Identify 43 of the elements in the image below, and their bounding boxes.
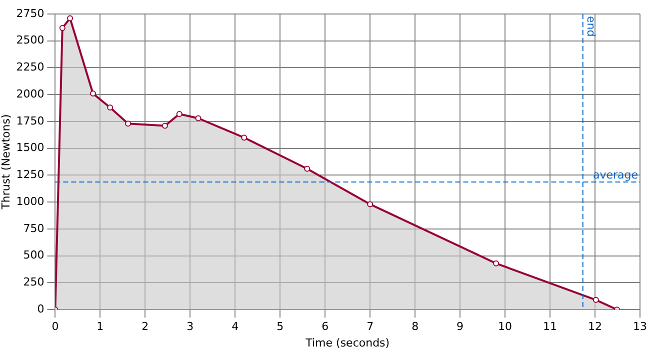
point bbox=[107, 104, 114, 111]
x-tick-label: 5 bbox=[276, 320, 284, 334]
point bbox=[176, 110, 182, 117]
point bbox=[59, 24, 66, 31]
point bbox=[67, 15, 74, 22]
x-tick-label: 3 bbox=[186, 320, 194, 334]
ref-line-label: average bbox=[592, 168, 638, 182]
point bbox=[367, 201, 374, 208]
point bbox=[125, 120, 132, 127]
x-tick-label: 0 bbox=[52, 320, 59, 334]
point bbox=[90, 90, 96, 97]
y-axis-title: Thrust (Newtons) bbox=[0, 114, 12, 210]
y-tick-label: 1750 bbox=[16, 114, 44, 128]
y-tick-label: 1500 bbox=[16, 141, 44, 154]
y-tick-label: 2750 bbox=[16, 6, 44, 20]
point bbox=[493, 260, 500, 266]
y-tick-label: 1000 bbox=[16, 194, 44, 208]
y-tick-label: 2500 bbox=[16, 34, 44, 47]
x-tick-label: 6 bbox=[322, 320, 329, 334]
y-tick-label: 2000 bbox=[16, 87, 44, 100]
y-tick-label: 750 bbox=[23, 222, 44, 235]
ref-line-label: end bbox=[584, 16, 598, 37]
y-tick-label: 250 bbox=[23, 276, 44, 289]
point bbox=[162, 122, 168, 129]
point bbox=[195, 115, 202, 122]
point bbox=[241, 134, 248, 141]
x-tick-label: 13 bbox=[633, 320, 647, 334]
x-tick-label: 9 bbox=[456, 320, 464, 334]
y-tick-label: 2250 bbox=[16, 60, 44, 74]
x-tick-label: 8 bbox=[412, 320, 419, 334]
point bbox=[592, 296, 599, 303]
x-tick-label: 11 bbox=[543, 320, 558, 334]
y-tick-label: 0 bbox=[37, 302, 44, 316]
y-tick-label: 500 bbox=[23, 248, 44, 262]
x-tick-label: 7 bbox=[366, 320, 374, 334]
x-tick-label: 1 bbox=[96, 320, 104, 334]
x-tick-label: 2 bbox=[142, 320, 149, 334]
point bbox=[304, 166, 310, 172]
x-tick-label: 4 bbox=[232, 320, 239, 334]
y-tick-label: 1250 bbox=[16, 168, 44, 182]
x-axis-title: Time (seconds) bbox=[304, 336, 390, 350]
x-tick-label: 12 bbox=[588, 320, 602, 334]
x-tick-label: 10 bbox=[498, 320, 512, 334]
